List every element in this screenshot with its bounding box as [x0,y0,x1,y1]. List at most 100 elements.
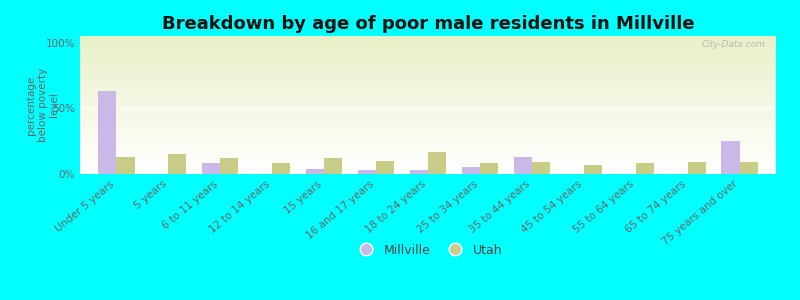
Bar [80,95,776,97]
Bar [80,141,776,142]
Bar [80,164,776,166]
Bar [80,46,776,47]
Bar [80,75,776,76]
Bar [80,88,776,90]
Bar [80,142,776,144]
Bar [80,59,776,61]
Bar [80,158,776,159]
Bar [80,84,776,86]
Y-axis label: percentage
below poverty
level: percentage below poverty level [26,68,59,142]
Bar [80,76,776,77]
Bar [80,64,776,65]
Bar [532,162,550,174]
Bar [80,171,776,172]
Bar [80,87,776,88]
Bar [80,160,776,162]
Bar [80,91,776,93]
Bar [80,128,776,130]
Bar [80,65,776,66]
Bar [80,133,776,134]
Bar [358,170,376,174]
Bar [80,38,776,39]
Bar [80,101,776,102]
Bar [80,103,776,105]
Bar [80,66,776,68]
Bar [80,138,776,140]
Bar [80,113,776,115]
Bar [80,55,776,57]
Bar [428,152,446,174]
Bar [80,124,776,126]
Bar [80,156,776,158]
Bar [80,97,776,98]
Bar [514,157,532,174]
Bar [722,141,740,174]
Bar [324,158,342,174]
Bar [98,91,116,174]
Bar [80,144,776,145]
Bar [80,72,776,73]
Legend: Millville, Utah: Millville, Utah [349,238,507,262]
Bar [80,135,776,137]
Bar [80,93,776,94]
Bar [636,164,654,174]
Bar [80,73,776,75]
Bar [80,137,776,138]
Bar [220,158,238,174]
Bar [688,162,706,174]
Bar [306,169,324,174]
Bar [584,165,602,174]
Bar [80,80,776,82]
Bar [80,123,776,124]
Bar [80,151,776,152]
Bar [80,140,776,141]
Bar [410,170,428,174]
Bar [80,102,776,104]
Bar [80,43,776,44]
Bar [80,155,776,156]
Bar [80,131,776,133]
Bar [80,148,776,149]
Bar [80,39,776,40]
Bar [462,167,480,174]
Bar [80,58,776,59]
Bar [80,115,776,116]
Bar [80,169,776,170]
Bar [80,145,776,146]
Bar [80,127,776,128]
Bar [168,154,186,174]
Bar [80,108,776,109]
Bar [80,50,776,51]
Bar [80,68,776,69]
Bar [480,164,498,174]
Bar [272,164,290,174]
Bar [80,41,776,43]
Bar [80,40,776,41]
Bar [80,62,776,64]
Bar [80,116,776,117]
Bar [80,100,776,101]
Bar [80,61,776,62]
Bar [80,77,776,79]
Bar [80,152,776,153]
Bar [80,126,776,127]
Bar [80,69,776,70]
Bar [80,47,776,48]
Title: Breakdown by age of poor male residents in Millville: Breakdown by age of poor male residents … [162,15,694,33]
Bar [80,54,776,55]
Bar [80,52,776,54]
Bar [80,120,776,122]
Bar [80,130,776,131]
Bar [80,112,776,113]
Bar [80,172,776,174]
Bar [376,161,394,174]
Bar [80,117,776,119]
Bar [80,83,776,84]
Bar [80,134,776,135]
Bar [80,90,776,91]
Bar [80,86,776,87]
Bar [80,79,776,80]
Bar [80,162,776,163]
Bar [116,157,134,174]
Bar [80,70,776,72]
